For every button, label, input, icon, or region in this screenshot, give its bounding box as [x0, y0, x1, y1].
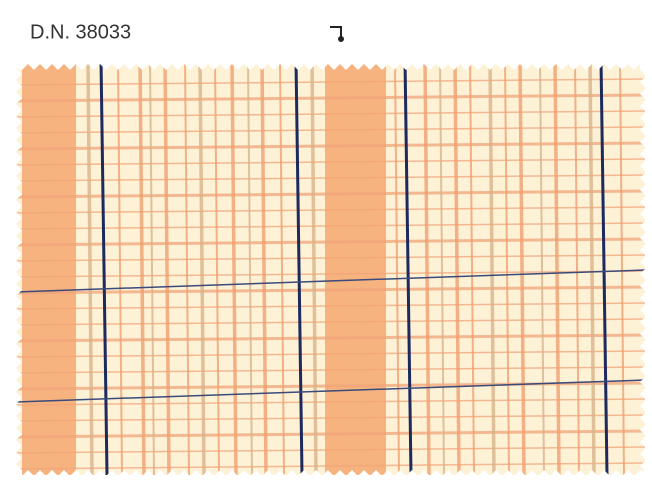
warp-line — [310, 64, 318, 476]
warp-line — [488, 64, 496, 476]
warp-line — [504, 64, 510, 476]
warp-line — [539, 64, 545, 476]
warp-line — [149, 64, 155, 476]
weft-line — [16, 446, 646, 454]
warp-line — [247, 64, 253, 476]
warp-line — [453, 64, 461, 476]
warp-line — [574, 64, 580, 476]
warp-line — [260, 64, 268, 476]
warp-line — [518, 64, 526, 476]
navy-weft — [16, 269, 646, 293]
warp-line — [588, 64, 596, 476]
weft-line — [16, 398, 646, 406]
warp-line — [423, 64, 431, 476]
warp-line — [198, 64, 206, 476]
warp-line — [138, 64, 146, 476]
warp-line — [469, 64, 475, 476]
warp-line — [163, 64, 171, 476]
weft-line — [16, 462, 646, 470]
warp-line — [184, 64, 190, 476]
weft-line — [16, 429, 646, 439]
navy-weft — [16, 379, 646, 403]
warp-line — [394, 64, 400, 476]
warp-line — [86, 64, 94, 476]
navy-warp — [99, 64, 109, 476]
orange-band — [325, 64, 386, 475]
fabric-swatch — [16, 64, 646, 476]
navy-warp — [294, 64, 304, 476]
weft-line — [16, 366, 646, 374]
warp-line — [439, 64, 445, 476]
weft-line — [16, 414, 646, 422]
swatch-label: D.N. 38033 — [30, 21, 131, 43]
warp-line — [553, 64, 561, 476]
orange-band — [22, 64, 76, 475]
warp-line — [619, 64, 625, 476]
warp-line — [279, 64, 285, 476]
warp-line — [117, 64, 123, 476]
corner-icon — [330, 26, 344, 42]
navy-warp — [599, 64, 609, 476]
warp-line — [214, 64, 220, 476]
warp-line — [230, 64, 238, 476]
navy-warp — [403, 64, 413, 476]
